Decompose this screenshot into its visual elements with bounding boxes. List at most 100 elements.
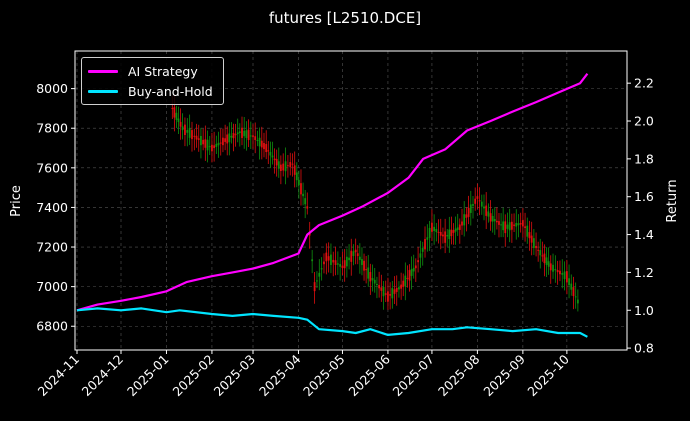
price-bar-body: [193, 135, 196, 137]
price-bar-body: [211, 144, 213, 152]
x-tick-label: 2024-11: [35, 352, 83, 400]
price-bar-body: [241, 127, 243, 138]
price-bar-body: [424, 239, 426, 250]
price-bar-body: [224, 138, 227, 142]
price-bar-body: [343, 260, 346, 269]
price-bar-body: [467, 207, 470, 217]
price-bar-body: [256, 140, 259, 142]
price-bar-body: [179, 121, 182, 127]
buy-and-hold-line: [76, 307, 588, 338]
price-bar-body: [363, 260, 365, 271]
price-bar-body: [521, 220, 524, 227]
price-bar-body: [295, 172, 298, 181]
price-bars: [171, 94, 579, 312]
price-bar-body: [426, 237, 429, 240]
price-bar-body: [487, 211, 490, 217]
x-tick-label: 2024-12: [79, 352, 127, 400]
price-bar-body: [302, 193, 304, 197]
price-bar-body: [171, 108, 174, 110]
x-tick-label: 2025-01: [124, 352, 172, 400]
price-bar-body: [371, 278, 374, 281]
price-bar-body: [480, 201, 483, 207]
price-bar-body: [195, 135, 198, 140]
return-axis: 0.8 1.0 1.2 1.4 1.6 1.8 2.0 2.2: [627, 76, 654, 356]
price-bar-body: [327, 256, 330, 261]
y2-tick-label: 0.8: [634, 341, 654, 356]
price-bar-body: [450, 229, 453, 237]
price-bar-body: [393, 289, 396, 294]
price-bar-body: [181, 126, 184, 131]
price-bar-body: [483, 206, 485, 209]
price-bar-body: [549, 263, 552, 271]
price-bar-body: [530, 235, 533, 243]
price-bar-body: [524, 226, 526, 229]
price-bar-body: [561, 273, 564, 275]
price-bar-body: [458, 224, 461, 230]
price-bar-body: [222, 137, 224, 146]
price-bar-body: [552, 264, 554, 272]
price-bar-body: [336, 263, 339, 265]
price-bar-body: [219, 142, 222, 144]
price-bar-body: [389, 294, 392, 296]
price-bar-body: [217, 142, 220, 146]
y-tick-label: 7600: [36, 160, 68, 175]
price-bar-body: [508, 222, 511, 231]
price-bar-body: [433, 226, 436, 231]
y2-tick-label: 1.6: [634, 189, 654, 204]
price-bar-body: [243, 130, 246, 137]
price-bar-body: [352, 251, 355, 257]
price-bar-body: [565, 271, 568, 283]
price-bar-body: [325, 252, 328, 262]
price-bar-body: [191, 130, 193, 140]
price-bar-body: [226, 134, 229, 144]
price-bar-body: [318, 272, 321, 277]
price-bar-body: [316, 280, 318, 282]
price-bar-body: [428, 227, 431, 238]
x-tick-label: 2025-10: [524, 351, 572, 399]
price-bar-body: [417, 260, 420, 263]
legend-label-bh: Buy-and-Hold: [128, 83, 213, 99]
legend-swatch-ai: [88, 69, 118, 73]
price-bar-body: [528, 232, 531, 239]
price-bar-body: [541, 255, 544, 257]
price-bar-body: [289, 162, 292, 168]
price-bar-body: [249, 135, 252, 137]
price-bar-body: [402, 280, 405, 287]
price-bar-body: [260, 140, 263, 148]
y2-tick-label: 2.0: [634, 114, 654, 129]
price-bar-body: [330, 254, 332, 265]
price-bar-body: [173, 107, 176, 118]
price-bar-body: [563, 271, 566, 280]
price-bar-body: [410, 269, 413, 276]
price-bar-body: [452, 230, 455, 233]
price-bar-body: [300, 183, 302, 195]
price-bar-body: [293, 165, 296, 175]
price-bar-body: [186, 130, 189, 133]
price-bar-body: [234, 134, 237, 136]
price-bar-body: [545, 257, 548, 265]
price-bar-body: [365, 269, 368, 271]
price-bar-body: [537, 249, 540, 251]
y-tick-label: 7400: [36, 200, 68, 215]
price-bar-body: [421, 247, 424, 252]
price-bar-body: [323, 261, 325, 265]
price-bar-body: [369, 272, 372, 282]
price-bar-body: [406, 277, 409, 279]
price-bar-body: [291, 163, 294, 165]
price-bar-body: [461, 221, 463, 226]
y2-tick-label: 1.2: [634, 265, 654, 280]
price-bar-body: [277, 161, 280, 169]
legend-label-ai: AI Strategy: [128, 63, 198, 79]
price-bar-body: [559, 270, 561, 275]
price-bar-body: [306, 206, 309, 209]
price-bar-body: [506, 224, 509, 229]
price-bar-body: [469, 204, 472, 213]
price-bar-body: [435, 228, 438, 233]
price-bar-body: [398, 287, 400, 290]
y2-axis-label: Return: [665, 179, 680, 222]
price-bar-body: [498, 221, 500, 225]
price-bar-body: [570, 283, 573, 290]
price-bar-body: [539, 250, 542, 256]
price-bar-body: [271, 155, 274, 158]
legend-item-bh: Buy-and-Hold: [88, 82, 213, 100]
